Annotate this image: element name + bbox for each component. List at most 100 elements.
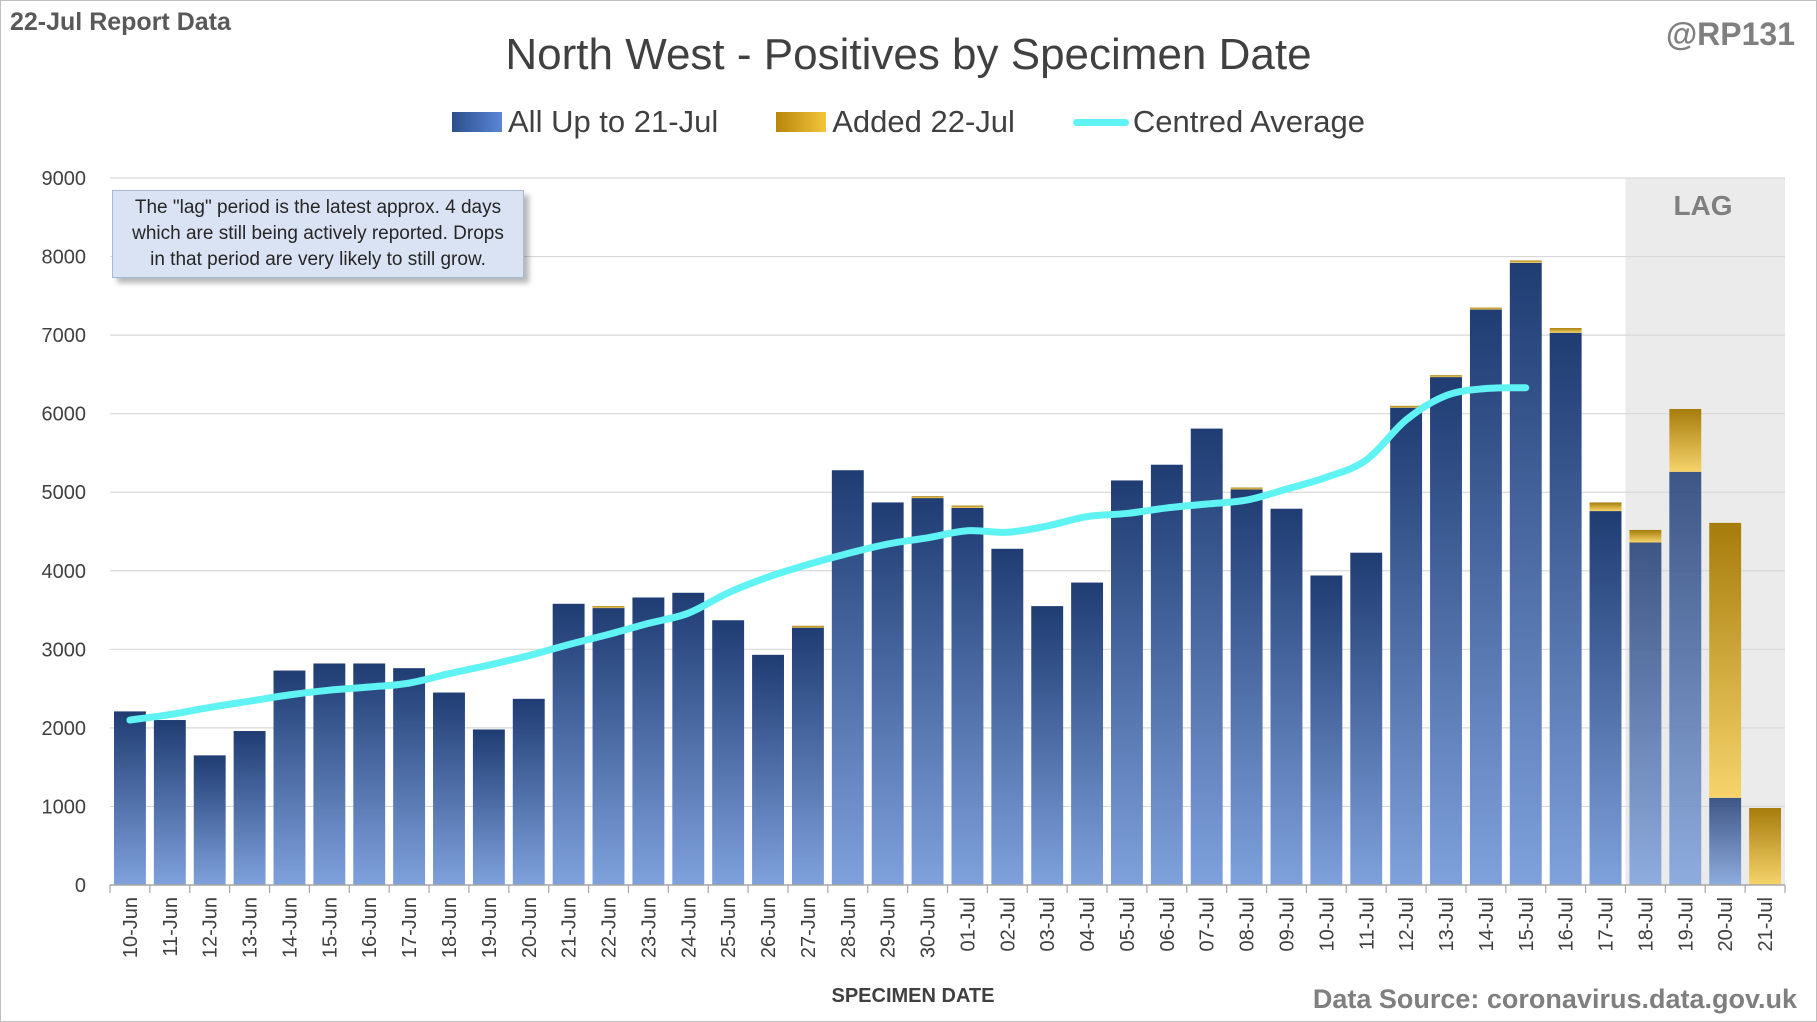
x-tick-label: 10-Jul xyxy=(1316,897,1338,951)
legend-item-base: All Up to 21-Jul xyxy=(452,104,718,140)
legend-item-average: Centred Average xyxy=(1072,104,1365,140)
legend-swatch-added xyxy=(776,112,827,132)
bar-added xyxy=(592,606,625,609)
y-tick-label: 6000 xyxy=(42,404,87,426)
bar-added xyxy=(1509,260,1542,263)
bar-added xyxy=(1430,375,1462,378)
x-tick-label: 21-Jun xyxy=(559,897,581,958)
x-tick-label: 15-Jun xyxy=(319,897,341,958)
bar-base xyxy=(791,626,824,885)
x-tick-label: 07-Jul xyxy=(1197,897,1219,951)
y-tick-label: 1000 xyxy=(42,796,87,818)
lag-annotation-box: The "lag" period is the latest approx. 4… xyxy=(112,190,524,278)
x-tick-label: 17-Jul xyxy=(1596,897,1618,951)
bar-added xyxy=(791,625,824,628)
bar-added xyxy=(1549,328,1582,333)
legend-label-average: Centred Average xyxy=(1132,104,1365,139)
bar-base xyxy=(512,698,545,885)
bar-base xyxy=(712,620,745,885)
bar-base xyxy=(1549,332,1582,885)
bar-added xyxy=(911,496,944,499)
bar-added xyxy=(1709,522,1742,798)
bar-base xyxy=(1190,428,1223,885)
bar-base xyxy=(1669,471,1702,885)
annotation-line: The "lag" period is the latest approx. 4… xyxy=(134,197,502,218)
legend: All Up to 21-Jul Added 22-Jul Centred Av… xyxy=(0,104,1817,140)
x-tick-label: 16-Jul xyxy=(1556,897,1578,951)
x-tick-label: 18-Jul xyxy=(1635,897,1657,951)
bar-base xyxy=(1071,582,1104,885)
bar-base xyxy=(1390,407,1423,885)
x-tick-label: 20-Jul xyxy=(1715,897,1737,951)
bar-base xyxy=(1509,262,1542,886)
author-handle: @RP131 xyxy=(1665,16,1795,52)
bar-added xyxy=(1629,529,1662,543)
bar-base xyxy=(313,663,346,885)
report-label: 22-Jul Report Data xyxy=(10,8,231,36)
bar-base xyxy=(233,731,266,885)
bar-base xyxy=(1589,511,1622,885)
x-tick-label: 30-Jun xyxy=(918,897,940,958)
x-tick-label: 24-Jun xyxy=(678,897,700,958)
bar-added xyxy=(1469,307,1502,310)
annotation-line: in that period are very likely to still … xyxy=(150,249,486,270)
y-tick-label: 9000 xyxy=(42,168,87,190)
lag-annotation-text: The "lag" period is the latest approx. 4… xyxy=(123,195,513,273)
x-tick-label: 03-Jul xyxy=(1037,897,1059,951)
y-tick-label: 4000 xyxy=(42,561,87,583)
centred-average-line xyxy=(126,384,1530,724)
x-tick-label: 17-Jun xyxy=(399,897,421,958)
x-tick-label: 14-Jul xyxy=(1476,897,1498,951)
bar-base xyxy=(113,711,146,885)
x-tick-label: 27-Jun xyxy=(798,897,820,958)
bar-base xyxy=(1310,575,1343,885)
y-tick-label: 8000 xyxy=(42,247,87,269)
x-tick-label: 18-Jun xyxy=(439,897,461,958)
bar-base xyxy=(1629,542,1662,885)
x-axis-title: SPECIMEN DATE xyxy=(831,985,995,1007)
bar-added xyxy=(1230,487,1263,490)
bar-base xyxy=(1709,797,1742,885)
bar-base xyxy=(672,592,705,885)
x-tick-label: 15-Jul xyxy=(1516,897,1538,951)
bar-base xyxy=(871,502,904,885)
bar-base xyxy=(1150,464,1183,885)
x-tick-label: 13-Jul xyxy=(1436,897,1458,951)
x-tick-label: 19-Jul xyxy=(1675,897,1697,951)
bar-base xyxy=(1469,309,1502,886)
bar-base xyxy=(752,654,784,885)
bar-base xyxy=(831,470,864,885)
x-tick-label: 06-Jul xyxy=(1157,897,1179,951)
x-tick-label: 02-Jul xyxy=(997,897,1019,951)
x-tick-label: 09-Jul xyxy=(1276,897,1298,951)
bar-base xyxy=(393,668,426,885)
x-tick-label: 04-Jul xyxy=(1077,897,1099,951)
bar-added xyxy=(1390,405,1423,408)
legend-swatch-average xyxy=(1072,118,1129,126)
y-tick-label: 3000 xyxy=(42,639,87,661)
x-tick-label: 05-Jul xyxy=(1117,897,1139,951)
legend-item-added: Added 22-Jul xyxy=(776,104,1015,140)
bar-base xyxy=(433,692,465,885)
x-tick-label: 25-Jun xyxy=(718,897,740,958)
bar-base xyxy=(153,720,186,885)
y-tick-label: 0 xyxy=(75,875,86,897)
chart-title: North West - Positives by Specimen Date xyxy=(505,30,1312,79)
bar-base xyxy=(1230,489,1263,885)
bar-added xyxy=(951,505,984,508)
x-tick-label: 29-Jun xyxy=(878,897,900,958)
legend-label-added: Added 22-Jul xyxy=(832,104,1015,139)
x-tick-label: 10-Jun xyxy=(120,897,142,958)
annotation-line: which are still being actively reported.… xyxy=(132,223,504,244)
legend-label-base: All Up to 21-Jul xyxy=(508,104,719,139)
x-tick-label: 11-Jun xyxy=(160,897,182,957)
x-tick-label: 01-Jul xyxy=(957,897,979,951)
bar-added xyxy=(1669,408,1702,472)
x-tick-label: 12-Jul xyxy=(1396,897,1418,951)
bar-base xyxy=(1031,606,1064,885)
x-tick-label: 26-Jun xyxy=(758,897,780,958)
x-tick-label: 11-Jul xyxy=(1356,897,1378,950)
bar-base xyxy=(1270,508,1303,885)
bar-base xyxy=(1350,552,1383,885)
